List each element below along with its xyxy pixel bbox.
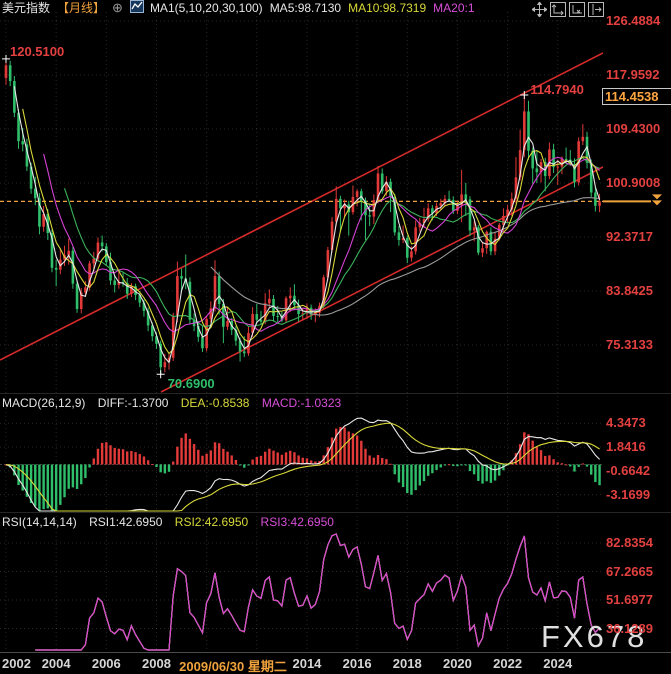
period-label: 【月线】 — [57, 1, 106, 15]
ma5-value: MA5:98.7130 — [269, 0, 342, 15]
macd-title: MACD(26,12,9) — [2, 396, 86, 410]
axis-zoom-in-icon[interactable] — [550, 2, 566, 17]
axis-zoom-out-icon[interactable] — [569, 2, 585, 17]
extreme-marker-icon — [156, 370, 165, 379]
macd-dea-value: DEA:-0.8538 — [180, 396, 250, 410]
main-chart-header: 美元指数 【月线】 ⊕ MA1(5,10,20,30,100) MA5:98.7… — [2, 0, 482, 15]
rsi-y-axis-label: 51.6977 — [606, 592, 653, 607]
rsi-y-axis-label: 36.1289 — [606, 620, 653, 636]
extreme-marker-icon — [520, 91, 529, 100]
rsi-header: RSI(14,14,14) RSI1:42.6950 RSI2:42.6950 … — [2, 515, 343, 529]
x-axis-label: 2006 — [91, 656, 121, 671]
x-axis-label: 2016 — [342, 656, 372, 671]
peak-price-label: 114.7940 — [530, 82, 584, 98]
candles-layer — [4, 58, 601, 375]
macd-diff-value: DIFF:-1.3700 — [97, 396, 169, 410]
price-marker-icon — [652, 194, 662, 206]
grid-lines — [0, 12, 603, 650]
ma-settings-label: MA1(5,10,20,30,100) — [149, 0, 263, 15]
ma20-value: MA20:1 — [433, 0, 475, 15]
main-y-axis-label: 83.8425 — [606, 282, 653, 298]
crosshair-date-label: 2009/06/30 星期二 — [179, 659, 287, 674]
pan-move-icon[interactable] — [531, 2, 547, 17]
ma10-value: MA10:98.7319 — [348, 0, 427, 15]
add-indicator-icon[interactable]: ⊕ — [112, 0, 123, 15]
symbol-name: 美元指数 — [2, 1, 51, 15]
macd-layer — [4, 417, 601, 512]
macd-y-axis-label: -3.1699 — [606, 486, 651, 502]
macd-header: MACD(26,12,9) DIFF:-1.3700 DEA:-0.8538 M… — [2, 396, 350, 410]
shift-right-icon[interactable] — [588, 2, 604, 17]
macd-y-axis-label: 4.3473 — [606, 415, 646, 431]
x-axis-label: 2022 — [493, 656, 523, 671]
trendlines — [0, 52, 603, 393]
rsi2-value: RSI2:42.6950 — [174, 515, 249, 529]
chart-style-icon[interactable] — [129, 0, 144, 16]
x-axis-label: 2018 — [392, 656, 422, 671]
main-y-axis-label: 75.3133 — [606, 336, 653, 352]
main-y-axis-label: 109.4300 — [606, 121, 661, 136]
x-axis-label: 2020 — [442, 656, 472, 671]
main-y-axis-label: 92.3717 — [606, 228, 653, 244]
main-y-axis-label: 117.9592 — [606, 67, 660, 82]
x-axis-label: 2024 — [543, 656, 573, 671]
macd-y-axis-label: -0.6642 — [606, 462, 651, 478]
rsi-layer — [35, 533, 601, 651]
extreme-marker-icon — [2, 54, 10, 63]
high-price-label: 120.5100 — [10, 43, 65, 59]
fx678-watermark: FX678 — [541, 619, 648, 654]
rsi-y-axis-label: 82.8354 — [606, 535, 653, 550]
ma-lines — [13, 86, 601, 364]
pane-separator — [0, 393, 671, 394]
rsi-y-axis-label: 67.2665 — [606, 563, 653, 579]
main-y-axis-label: 100.9008 — [606, 175, 661, 190]
boxed-axis-price: 114.4538 — [602, 88, 671, 106]
low-price-label: 70.6900 — [167, 376, 215, 392]
x-axis-label: 2002 — [2, 656, 31, 671]
rsi3-value: RSI3:42.6950 — [260, 515, 334, 529]
x-axis-label: 2008 — [142, 656, 171, 671]
x-axis: 2009/06/30 星期二 2002 2004 2006 2008 2014 2016 2… — [0, 652, 671, 674]
x-axis-label: 2004 — [41, 656, 71, 671]
macd-y-axis-label: 1.8416 — [606, 439, 646, 455]
x-axis-label: 2014 — [292, 656, 322, 671]
pane-separator — [0, 512, 671, 513]
rsi1-value: RSI1:42.6950 — [89, 515, 163, 529]
rsi-title: RSI(14,14,14) — [2, 515, 77, 529]
macd-macd-value: MACD:-1.0323 — [261, 396, 342, 410]
chart-toolbar — [531, 2, 604, 17]
main-y-axis-label: 126.4884 — [606, 13, 661, 28]
